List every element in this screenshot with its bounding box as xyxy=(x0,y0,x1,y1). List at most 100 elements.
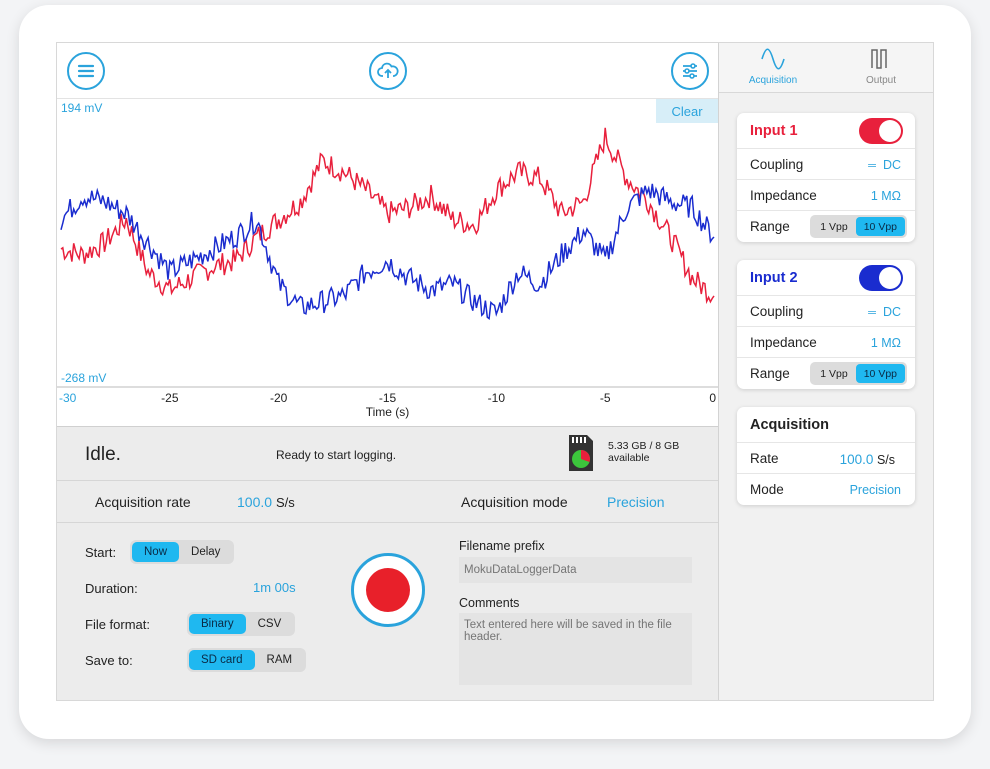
input2-toggle[interactable] xyxy=(859,265,903,291)
sidebar: Acquisition Output Input 1 Coupling ═ DC … xyxy=(718,43,933,700)
save-ram-option[interactable]: RAM xyxy=(266,654,293,666)
impedance-label: Impedance xyxy=(750,188,817,203)
acquisition-row: Acquisition rate 100.0 S/s Acquisition m… xyxy=(57,481,718,523)
acquisition-title: Acquisition xyxy=(750,417,829,433)
sine-wave-icon xyxy=(761,48,785,70)
acquisition-mode-label: Acquisition mode xyxy=(461,494,568,510)
storage-used: 5.33 GB / 8 GB xyxy=(608,440,680,452)
input2-card: Input 2 Coupling ═ DC Impedance 1 MΩ Rang… xyxy=(737,260,915,389)
sliders-icon[interactable] xyxy=(671,52,709,90)
acquisition-mode-value[interactable]: Precision xyxy=(607,494,665,510)
input1-toggle[interactable] xyxy=(859,118,903,144)
state-text: Idle. xyxy=(85,444,121,465)
coupling-label: Coupling xyxy=(750,157,804,172)
input1-impedance-value[interactable]: 1 MΩ xyxy=(870,189,901,203)
input2-range-1vpp[interactable]: 1 Vpp xyxy=(820,367,848,380)
input2-range-10vpp[interactable]: 10 Vpp xyxy=(855,364,905,383)
app-screen: -30 -25 -20 -15 -10 -5 0 Clear 194 mV -268 mV … xyxy=(56,42,934,701)
x-tick-label: -15 xyxy=(379,391,397,405)
cloud-upload-icon[interactable] xyxy=(369,52,407,90)
format-csv-option[interactable]: CSV xyxy=(257,618,282,630)
input1-impedance-row: Impedance 1 MΩ xyxy=(737,180,915,211)
duration-label: Duration: xyxy=(85,581,138,596)
rate-label: Rate xyxy=(750,451,779,466)
input1-title: Input 1 xyxy=(750,123,798,139)
file-format-label: File format: xyxy=(85,617,151,632)
x-tick-label: -25 xyxy=(161,391,179,405)
coupling-label: Coupling xyxy=(750,304,804,319)
input2-impedance-row: Impedance 1 MΩ xyxy=(737,327,915,358)
series-line-1 xyxy=(60,127,715,305)
rate-unit: S/s xyxy=(275,495,295,510)
input2-coupling-row: Coupling ═ DC xyxy=(737,296,915,327)
acq-mode-value[interactable]: Precision xyxy=(849,483,901,497)
acq-mode-row: Mode Precision xyxy=(737,474,915,505)
input1-header: Input 1 xyxy=(737,113,915,149)
comments-textarea[interactable] xyxy=(459,613,692,685)
record-icon xyxy=(366,568,410,612)
clear-button[interactable]: Clear xyxy=(656,99,718,123)
input1-coupling-row: Coupling ═ DC xyxy=(737,149,915,180)
main-panel: -30 -25 -20 -15 -10 -5 0 Clear 194 mV -268 mV … xyxy=(57,43,718,700)
rate-unit: S/s xyxy=(876,453,895,467)
status-message: Ready to start logging. xyxy=(276,448,397,462)
range-label: Range xyxy=(750,366,790,381)
x-axis-label: Time (s) xyxy=(365,405,410,419)
x-tick-label: -20 xyxy=(270,391,288,405)
acquisition-rate-label: Acquisition rate xyxy=(95,494,191,510)
input1-range-10vpp[interactable]: 10 Vpp xyxy=(855,217,905,236)
y-min-label: -268 mV xyxy=(61,371,107,385)
start-label: Start: xyxy=(85,545,117,560)
acquisition-rate-value[interactable]: 100.0 S/s xyxy=(237,494,295,510)
start-segmented: Now Delay xyxy=(130,540,235,564)
input1-range-1vpp[interactable]: 1 Vpp xyxy=(820,220,848,233)
filename-input[interactable] xyxy=(459,557,692,583)
record-button[interactable] xyxy=(351,553,425,627)
toolbar xyxy=(57,43,718,99)
tab-output[interactable]: Output xyxy=(827,46,933,92)
comments-label: Comments xyxy=(459,596,520,610)
save-to-segmented: SD card RAM xyxy=(187,648,307,672)
y-max-label: 194 mV xyxy=(61,101,103,115)
x-tick-label: -10 xyxy=(488,391,506,405)
tab-output-label: Output xyxy=(865,75,897,86)
x-tick-label: 0 xyxy=(709,391,716,405)
format-binary-option[interactable]: Binary xyxy=(189,614,246,634)
input2-range-segmented: 1 Vpp 10 Vpp xyxy=(810,362,907,385)
rate-number: 100.0 xyxy=(237,494,273,510)
storage-info: 5.33 GB / 8 GB available xyxy=(608,440,679,464)
coupling-text: DC xyxy=(882,158,901,172)
rate-number: 100.0 xyxy=(839,452,874,467)
range-label: Range xyxy=(750,219,790,234)
input2-impedance-value[interactable]: 1 MΩ xyxy=(870,336,901,350)
input1-range-segmented: 1 Vpp 10 Vpp xyxy=(810,215,907,238)
sidebar-tabbar: Acquisition Output xyxy=(719,43,933,93)
tab-acquisition[interactable]: Acquisition xyxy=(719,46,827,92)
toggle-knob xyxy=(879,120,901,142)
start-now-option[interactable]: Now xyxy=(132,542,180,562)
toggle-knob xyxy=(879,267,901,289)
start-delay-option[interactable]: Delay xyxy=(191,546,221,558)
dc-icon: ═ xyxy=(868,307,876,319)
plot-area: -30 -25 -20 -15 -10 -5 0 Clear 194 mV -268 mV … xyxy=(57,43,718,427)
save-sdcard-option[interactable]: SD card xyxy=(189,650,255,670)
input2-coupling-value[interactable]: ═ DC xyxy=(868,305,901,319)
input2-title: Input 2 xyxy=(750,270,798,286)
status-bar: Idle. Ready to start logging. 5.33 GB / … xyxy=(57,427,718,481)
duration-value[interactable]: 1m 00s xyxy=(253,580,296,595)
dc-icon: ═ xyxy=(868,160,876,172)
sd-card-icon xyxy=(569,435,593,471)
menu-icon[interactable] xyxy=(67,52,105,90)
save-to-label: Save to: xyxy=(85,653,133,668)
input2-header: Input 2 xyxy=(737,260,915,296)
mode-label: Mode xyxy=(750,482,784,497)
input1-coupling-value[interactable]: ═ DC xyxy=(868,158,901,172)
trace-chart[interactable]: -30 -25 -20 -15 -10 -5 0 xyxy=(57,43,718,427)
acq-rate-value[interactable]: 100.0 S/s xyxy=(840,452,895,467)
storage-available: available xyxy=(608,452,650,464)
acquisition-card: Acquisition Rate 100.0 S/s Mode Precisio… xyxy=(737,407,915,505)
series-line-2 xyxy=(60,183,715,321)
input2-range-row: Range 1 Vpp 10 Vpp xyxy=(737,358,915,389)
input1-card: Input 1 Coupling ═ DC Impedance 1 MΩ Rang… xyxy=(737,113,915,242)
x-tick-label: -30 xyxy=(59,391,77,405)
